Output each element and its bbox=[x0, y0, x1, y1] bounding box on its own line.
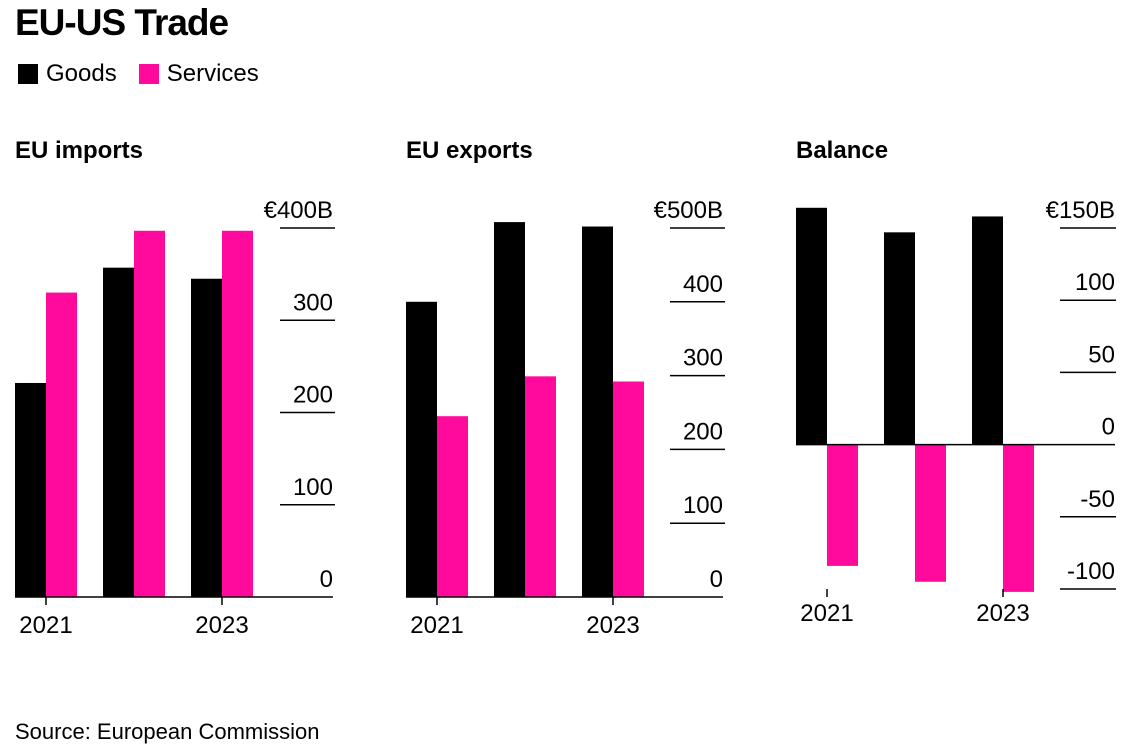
chart-3-y-tick-label: 50 bbox=[1088, 341, 1115, 368]
chart-title: EU-US Trade bbox=[15, 2, 229, 43]
chart-2-x-tick-label: 2021 bbox=[410, 612, 463, 639]
chart-3-bar-services-2022 bbox=[915, 444, 946, 582]
chart-2-bar-services-2023 bbox=[613, 381, 644, 597]
chart-2-y-tick-label: €500B bbox=[654, 197, 723, 224]
chart-3-y-tick-label: -50 bbox=[1080, 486, 1115, 513]
chart-1-y-tick-label: 200 bbox=[293, 382, 333, 409]
chart-1-x-tick-label: 2023 bbox=[195, 612, 248, 639]
chart-3-bar-goods-2022 bbox=[884, 232, 915, 445]
chart-1-y-tick-label: 300 bbox=[293, 289, 333, 316]
chart-1-bar-services-2021 bbox=[46, 292, 77, 597]
chart-2-y-tick-label: 0 bbox=[710, 566, 723, 593]
chart-1-y-tick-label: 100 bbox=[293, 474, 333, 501]
chart-2-y-tick-label: 200 bbox=[683, 418, 723, 445]
chart-2-x-tick-label: 2023 bbox=[586, 612, 639, 639]
chart-3-y-tick-label: €150B bbox=[1046, 197, 1115, 224]
chart-2-y-tick-label: 300 bbox=[683, 345, 723, 372]
chart-3-y-tick-label: 0 bbox=[1102, 414, 1115, 441]
chart-2-bar-goods-2021 bbox=[406, 301, 437, 597]
legend: Goods Services bbox=[18, 60, 281, 88]
chart-1-bar-services-2022 bbox=[134, 230, 165, 597]
chart-2-y-tick-label: 400 bbox=[683, 271, 723, 298]
legend-item-services: Services bbox=[138, 60, 259, 88]
legend-item-goods: Goods bbox=[18, 60, 117, 88]
chart-3-bar-services-2021 bbox=[827, 444, 858, 566]
chart-2-bar-services-2022 bbox=[525, 376, 556, 597]
chart-2-title: EU exports bbox=[406, 137, 533, 164]
chart-1-x-tick-label: 2021 bbox=[19, 612, 72, 639]
chart-1-bar-goods-2023 bbox=[191, 278, 222, 597]
legend-label-goods: Goods bbox=[46, 60, 117, 87]
chart-3-title: Balance bbox=[796, 137, 888, 164]
legend-label-services: Services bbox=[166, 60, 259, 87]
legend-swatch-services bbox=[138, 64, 159, 84]
source-note: Source: European Commission bbox=[15, 719, 320, 744]
chart-1-bar-goods-2021 bbox=[15, 382, 46, 597]
chart-3-x-tick-label: 2023 bbox=[976, 600, 1029, 627]
chart-1-title: EU imports bbox=[15, 137, 143, 164]
legend-swatch-goods bbox=[18, 64, 38, 84]
chart-1-bar-services-2023 bbox=[222, 230, 253, 597]
chart-2-bar-services-2021 bbox=[437, 416, 468, 597]
chart-2-bar-goods-2022 bbox=[494, 222, 525, 597]
chart-3-y-tick-label: -100 bbox=[1067, 558, 1115, 585]
chart-3-bar-goods-2023 bbox=[972, 216, 1003, 445]
chart-3-x-tick-label: 2021 bbox=[800, 600, 853, 627]
chart-1-bar-goods-2022 bbox=[103, 267, 134, 597]
chart-1-y-tick-label: 0 bbox=[320, 566, 333, 593]
chart-2-y-tick-label: 100 bbox=[683, 492, 723, 519]
chart-3-y-tick-label: 100 bbox=[1075, 269, 1115, 296]
chart-3-bar-goods-2021 bbox=[796, 207, 827, 445]
chart-2-bar-goods-2023 bbox=[582, 226, 613, 598]
chart-3-bar-services-2023 bbox=[1003, 444, 1034, 592]
chart-1-y-tick-label: €400B bbox=[264, 197, 333, 224]
